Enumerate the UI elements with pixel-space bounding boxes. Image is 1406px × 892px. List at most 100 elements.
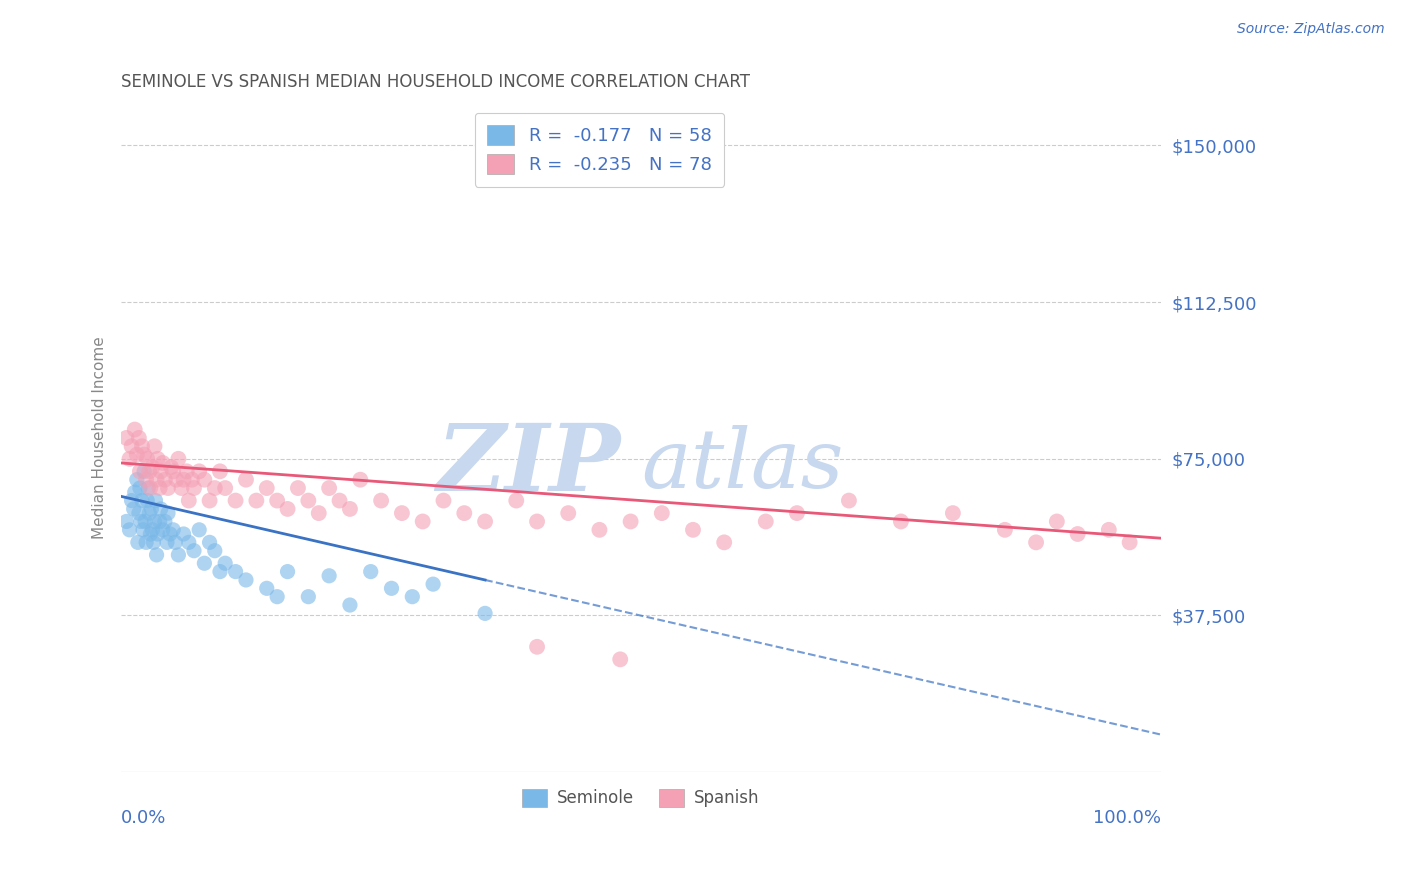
- Point: [134, 515, 156, 529]
- Point: [143, 439, 166, 453]
- Text: 0.0%: 0.0%: [121, 809, 166, 827]
- Point: [204, 543, 226, 558]
- Point: [162, 464, 184, 478]
- Point: [121, 493, 143, 508]
- Point: [370, 493, 392, 508]
- Point: [339, 502, 361, 516]
- Point: [318, 569, 340, 583]
- Point: [1066, 527, 1088, 541]
- Point: [193, 473, 215, 487]
- Point: [122, 502, 145, 516]
- Point: [526, 640, 548, 654]
- Point: [115, 431, 138, 445]
- Point: [391, 506, 413, 520]
- Point: [162, 523, 184, 537]
- Point: [136, 493, 159, 508]
- Point: [401, 590, 423, 604]
- Point: [136, 451, 159, 466]
- Point: [129, 515, 152, 529]
- Point: [620, 515, 643, 529]
- Point: [156, 506, 179, 520]
- Point: [609, 652, 631, 666]
- Point: [308, 506, 330, 520]
- Y-axis label: Median Household Income: Median Household Income: [93, 336, 107, 540]
- Point: [198, 493, 221, 508]
- Point: [149, 502, 172, 516]
- Point: [173, 527, 195, 541]
- Point: [225, 493, 247, 508]
- Point: [138, 464, 160, 478]
- Point: [713, 535, 735, 549]
- Point: [214, 556, 236, 570]
- Point: [136, 481, 159, 495]
- Point: [145, 493, 167, 508]
- Point: [588, 523, 610, 537]
- Point: [138, 506, 160, 520]
- Point: [277, 565, 299, 579]
- Point: [153, 473, 176, 487]
- Point: [183, 481, 205, 495]
- Text: 100.0%: 100.0%: [1092, 809, 1161, 827]
- Point: [557, 506, 579, 520]
- Point: [256, 481, 278, 495]
- Point: [127, 535, 149, 549]
- Point: [1098, 523, 1121, 537]
- Point: [132, 523, 155, 537]
- Point: [474, 607, 496, 621]
- Point: [505, 493, 527, 508]
- Point: [193, 556, 215, 570]
- Point: [131, 439, 153, 453]
- Point: [124, 423, 146, 437]
- Point: [208, 464, 231, 478]
- Text: atlas: atlas: [641, 425, 844, 505]
- Point: [160, 460, 183, 475]
- Point: [176, 464, 198, 478]
- Point: [173, 473, 195, 487]
- Point: [380, 582, 402, 596]
- Point: [204, 481, 226, 495]
- Point: [245, 493, 267, 508]
- Text: Source: ZipAtlas.com: Source: ZipAtlas.com: [1237, 22, 1385, 37]
- Point: [682, 523, 704, 537]
- Point: [115, 515, 138, 529]
- Point: [146, 451, 169, 466]
- Point: [165, 473, 187, 487]
- Point: [297, 493, 319, 508]
- Point: [132, 464, 155, 478]
- Point: [526, 515, 548, 529]
- Point: [129, 464, 152, 478]
- Point: [266, 493, 288, 508]
- Point: [942, 506, 965, 520]
- Point: [124, 485, 146, 500]
- Point: [152, 523, 174, 537]
- Point: [208, 565, 231, 579]
- Point: [165, 535, 187, 549]
- Point: [1025, 535, 1047, 549]
- Point: [128, 431, 150, 445]
- Point: [135, 535, 157, 549]
- Point: [318, 481, 340, 495]
- Point: [339, 598, 361, 612]
- Point: [755, 515, 778, 529]
- Text: ZIP: ZIP: [436, 419, 620, 509]
- Point: [474, 515, 496, 529]
- Point: [235, 573, 257, 587]
- Point: [167, 451, 190, 466]
- Point: [159, 527, 181, 541]
- Point: [266, 590, 288, 604]
- Point: [225, 565, 247, 579]
- Point: [1118, 535, 1140, 549]
- Point: [198, 535, 221, 549]
- Point: [156, 481, 179, 495]
- Point: [149, 515, 172, 529]
- Point: [651, 506, 673, 520]
- Point: [145, 473, 167, 487]
- Point: [132, 448, 155, 462]
- Point: [129, 481, 152, 495]
- Point: [170, 481, 193, 495]
- Point: [188, 523, 211, 537]
- Point: [256, 582, 278, 596]
- Point: [235, 473, 257, 487]
- Point: [118, 451, 141, 466]
- Point: [125, 448, 148, 462]
